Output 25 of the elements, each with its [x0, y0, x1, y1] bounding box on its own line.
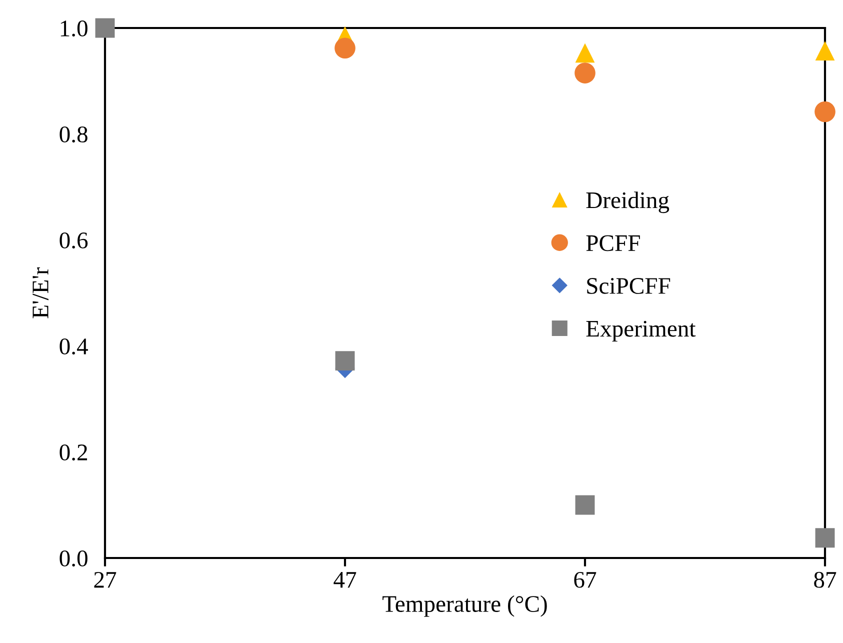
point [815, 41, 835, 61]
legend-label: Experiment [586, 320, 696, 342]
y-tick-label: 0.0 [60, 550, 88, 567]
point [815, 528, 835, 548]
point [335, 351, 355, 371]
legend-label: Dreiding [586, 192, 670, 214]
point [334, 38, 356, 59]
legend-label: PCFF [586, 235, 640, 252]
y-tick-label: 0.2 [60, 444, 88, 461]
x-tick-label: 27 [94, 572, 116, 588]
y-axis-title: E'/E'r [32, 267, 48, 318]
x-tick-label: 67 [574, 572, 596, 588]
y-tick-label: 0.4 [60, 338, 88, 355]
point [574, 62, 596, 84]
point [575, 495, 595, 515]
y-tick-label: 1.0 [60, 20, 88, 37]
x-tick-label: 87 [814, 572, 836, 588]
legend-label: SciPCFF [587, 278, 670, 294]
x-axis-title: Temperature (°C) [382, 595, 547, 617]
point [95, 18, 115, 38]
y-tick-label: 0.6 [60, 232, 88, 249]
x-tick-label: 47 [334, 572, 356, 588]
point [575, 43, 595, 63]
point [814, 101, 836, 122]
y-tick-label: 0.8 [60, 126, 88, 143]
